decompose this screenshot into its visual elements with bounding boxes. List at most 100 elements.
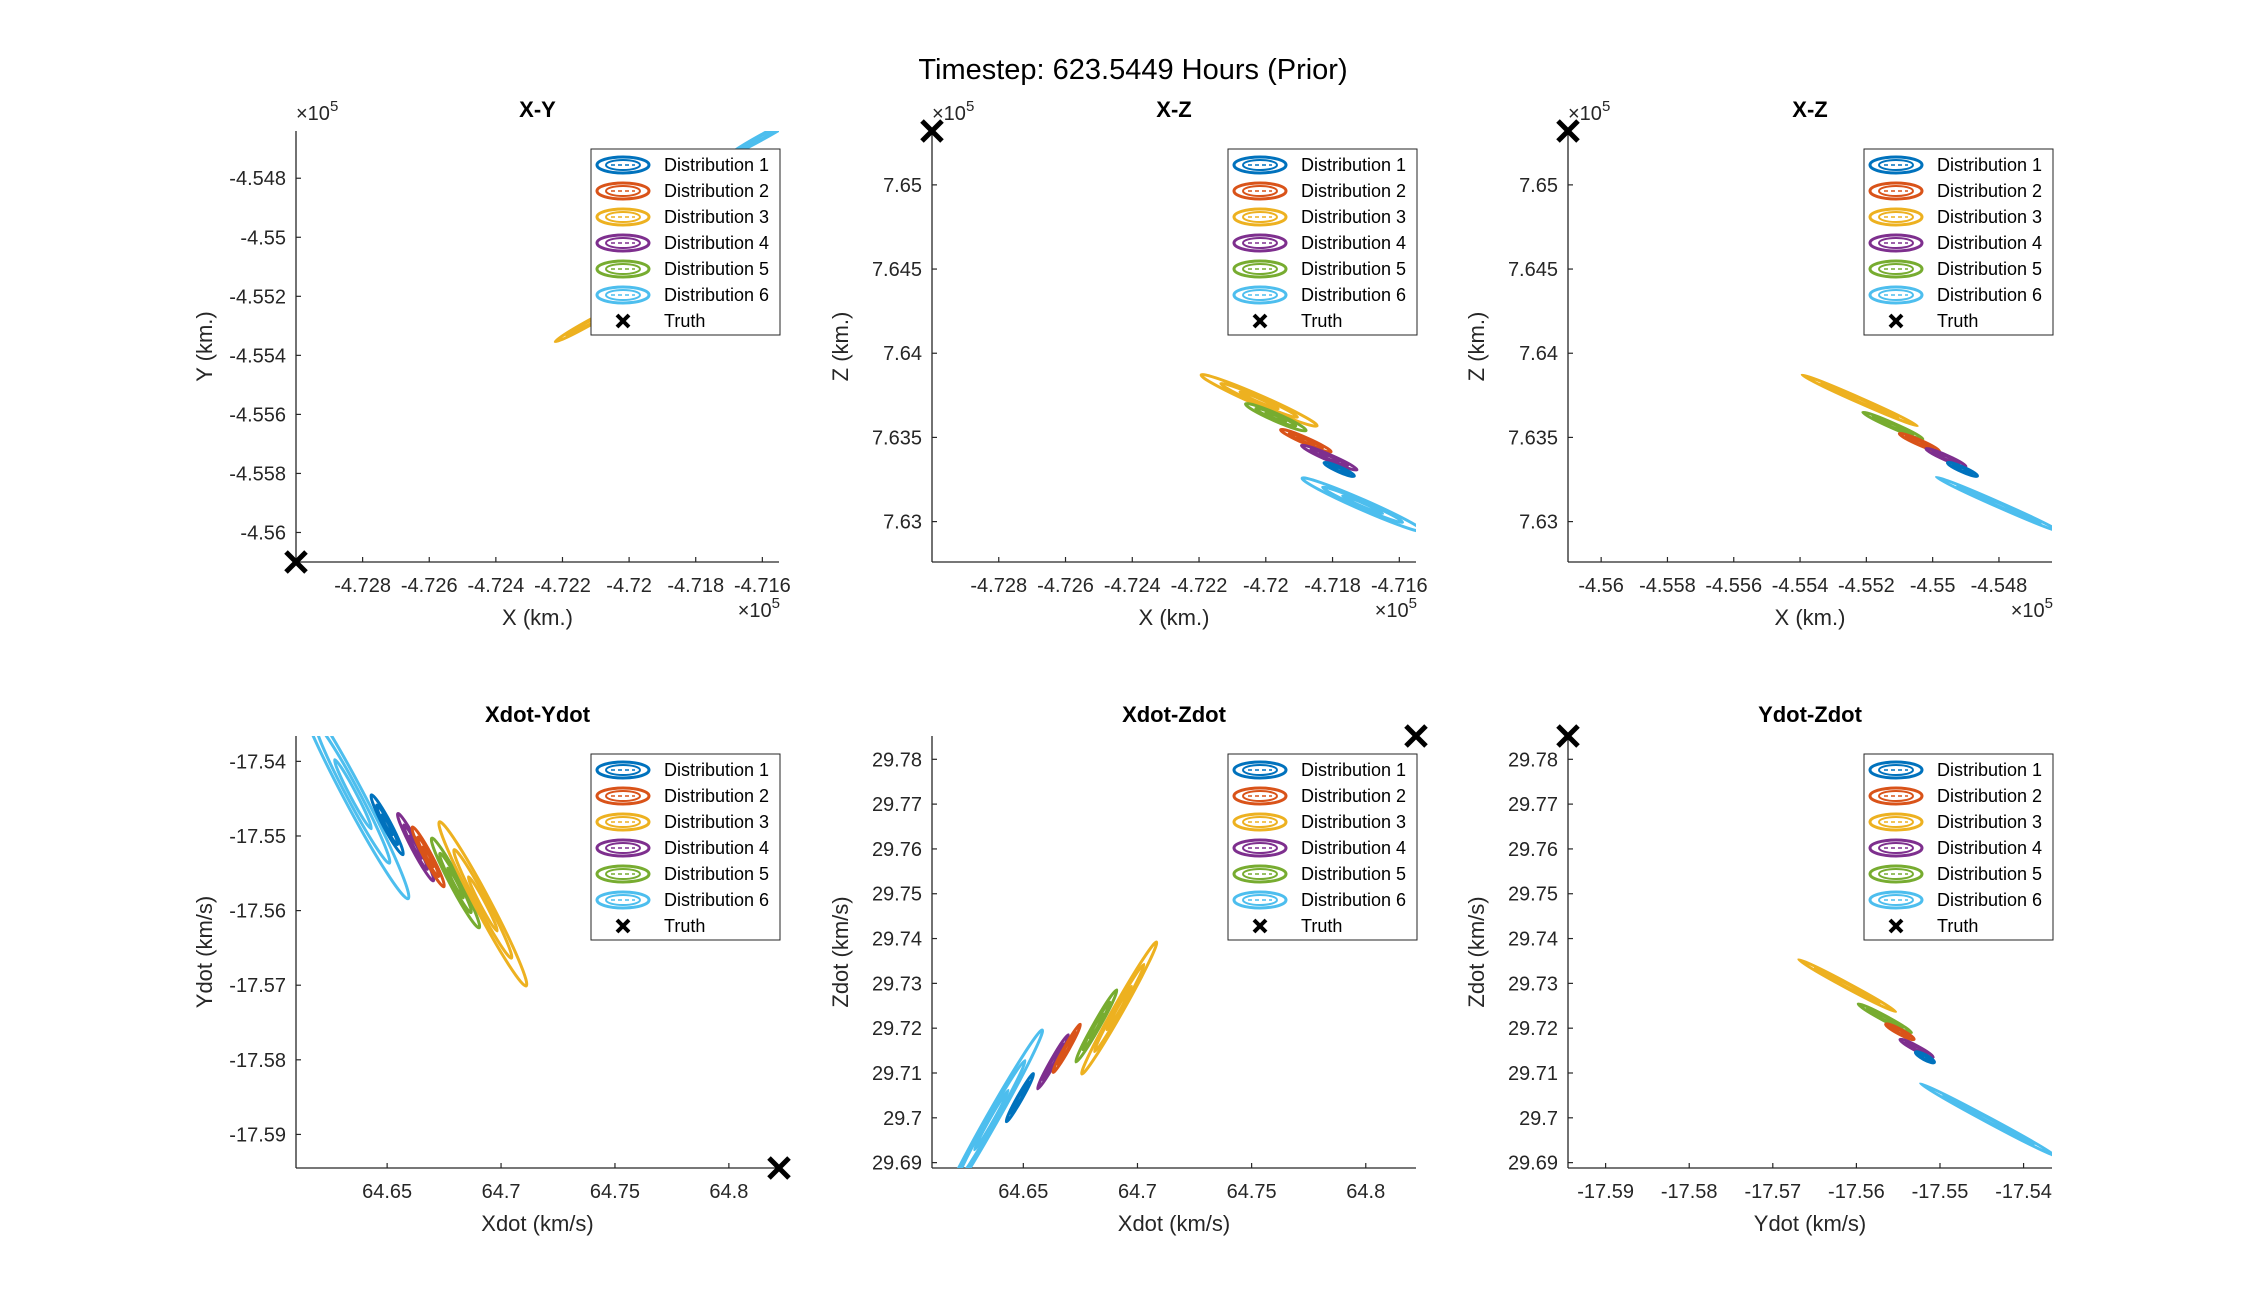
legend-entry: Distribution 3: [1232, 812, 1406, 832]
x-exponent-label: ×105: [1375, 595, 1417, 622]
legend-entry: Truth: [1888, 916, 1978, 936]
distribution-layer: [1797, 958, 2052, 1159]
legend-label: Distribution 1: [1301, 760, 1406, 780]
covariance-ellipse: [1080, 940, 1159, 1076]
legend-label: Distribution 6: [664, 890, 769, 910]
x-tick-label: -17.57: [1744, 1181, 1801, 1203]
legend-ellipse-icon: [605, 263, 641, 275]
x-axis-label: X (km.): [1775, 605, 1846, 630]
subplot-title: Ydot-Zdot: [1758, 702, 1863, 727]
legend-ellipse-icon: [1868, 890, 1924, 910]
covariance-ellipse: [438, 851, 473, 915]
legend-entry: Distribution 3: [595, 207, 769, 227]
distribution-layer: [938, 940, 1159, 1168]
x-tick-label: -4.718: [667, 575, 724, 597]
distribution-3-ellipses: [1800, 373, 1919, 428]
x-tick-label: -4.722: [534, 575, 591, 597]
legend-ellipse-icon: [1232, 233, 1288, 253]
truth-marker-stroke: [1556, 724, 1580, 748]
x-tick-label: -4.548: [1971, 575, 2028, 597]
legend-entry: Distribution 6: [1868, 890, 2042, 910]
legend-label: Distribution 2: [664, 181, 769, 201]
legend-label: Distribution 5: [1937, 864, 2042, 884]
covariance-ellipse: [749, 131, 776, 145]
y-tick-label: 29.75: [1508, 884, 1558, 906]
legend-ellipse-icon: [1242, 842, 1278, 854]
y-tick-label: 29.76: [872, 839, 922, 861]
x-tick-label: -17.58: [1661, 1181, 1718, 1203]
covariance-ellipse: [1296, 435, 1316, 447]
legend-label: Distribution 3: [1937, 812, 2042, 832]
legend: Distribution 1 Distribution 2 Distribution…: [1863, 148, 2054, 336]
y-tick-label: 29.69: [1508, 1153, 1558, 1175]
x-tick-label: -4.72: [606, 575, 652, 597]
covariance-ellipse: [333, 758, 373, 831]
legend-entry: Distribution 4: [1868, 838, 2042, 858]
legend-ellipse-icon: [1878, 868, 1914, 880]
figure-title: Timestep: 623.5449 Hours (Prior): [918, 54, 1347, 86]
covariance-ellipse: [1976, 494, 2022, 516]
legend-entry: Distribution 4: [595, 838, 769, 858]
covariance-ellipse: [1813, 966, 1881, 1005]
x-tick-label: 64.75: [590, 1181, 640, 1203]
y-tick-label: 7.65: [1519, 175, 1558, 197]
truth-marker-stroke: [1556, 119, 1580, 143]
y-tick-label: 7.64: [883, 343, 922, 365]
distribution-6-ellipses: [1934, 475, 2052, 534]
x-tick-label: -4.722: [1171, 575, 1228, 597]
distribution-1-ellipses: [1322, 460, 1356, 478]
legend-ellipse-icon: [1868, 181, 1924, 201]
y-tick-label: -17.55: [229, 826, 286, 848]
covariance-ellipse: [1937, 452, 1955, 463]
y-axis-label: Zdot (km/s): [828, 896, 853, 1007]
distribution-5-ellipses: [429, 836, 482, 930]
truth-marker: [284, 550, 308, 574]
covariance-ellipse: [1318, 451, 1340, 464]
legend-label: Distribution 3: [1301, 207, 1406, 227]
y-exponent-power: 5: [330, 98, 338, 115]
y-exponent-base: ×10: [1568, 103, 1602, 125]
legend-label: Distribution 1: [664, 155, 769, 175]
subplot-title: Xdot-Ydot: [485, 702, 591, 727]
distribution-1-ellipses: [1945, 460, 1980, 478]
covariance-ellipse: [1060, 1038, 1073, 1058]
legend-entry: Truth: [1888, 311, 1978, 331]
covariance-ellipse: [1321, 485, 1405, 525]
x-tick-label: 64.8: [709, 1181, 748, 1203]
legend-label: Distribution 5: [1937, 259, 2042, 279]
subplot-4: 64.65 64.7 64.75 64.8 -17.54 -17.55 -17.56 -17.…: [192, 702, 791, 1236]
legend-ellipse-icon: [1878, 237, 1914, 249]
legend-ellipse-icon: [1232, 864, 1288, 884]
legend-ellipse-icon: [1878, 894, 1914, 906]
covariance-ellipse: [1264, 411, 1288, 424]
covariance-ellipse: [1046, 1051, 1060, 1073]
legend-ellipse-icon: [1878, 842, 1914, 854]
covariance-ellipse: [956, 1059, 1027, 1168]
legend-ellipse-icon: [605, 159, 641, 171]
truth-marker: [767, 1156, 791, 1180]
legend-ellipse-icon: [1242, 263, 1278, 275]
y-exponent-label: ×105: [932, 98, 974, 125]
legend-entry: Distribution 5: [1868, 864, 2042, 884]
legend: Distribution 1 Distribution 2 Distribution…: [590, 753, 781, 941]
legend-truth-icon: [615, 918, 631, 934]
y-exponent-base: ×10: [932, 103, 966, 125]
x-tick-label: -4.558: [1639, 575, 1696, 597]
legend-label: Distribution 4: [1301, 233, 1406, 253]
covariance-ellipse: [1051, 1022, 1082, 1074]
x-exponent-label: ×105: [2011, 595, 2053, 622]
legend-label: Distribution 6: [664, 285, 769, 305]
distribution-layer: [296, 736, 529, 988]
legend-ellipse-icon: [1878, 211, 1914, 223]
y-tick-label: 29.69: [872, 1153, 922, 1175]
distribution-6-ellipses: [1918, 1082, 2052, 1159]
legend-label: Distribution 1: [664, 760, 769, 780]
legend-ellipse-icon: [1878, 764, 1914, 776]
legend-truth-icon: [1252, 918, 1268, 934]
legend-label: Distribution 3: [1301, 812, 1406, 832]
legend-ellipse-icon: [1232, 812, 1288, 832]
legend-label: Distribution 6: [1937, 285, 2042, 305]
legend-ellipse-icon: [1878, 185, 1914, 197]
legend-entry: Distribution 1: [595, 155, 769, 175]
